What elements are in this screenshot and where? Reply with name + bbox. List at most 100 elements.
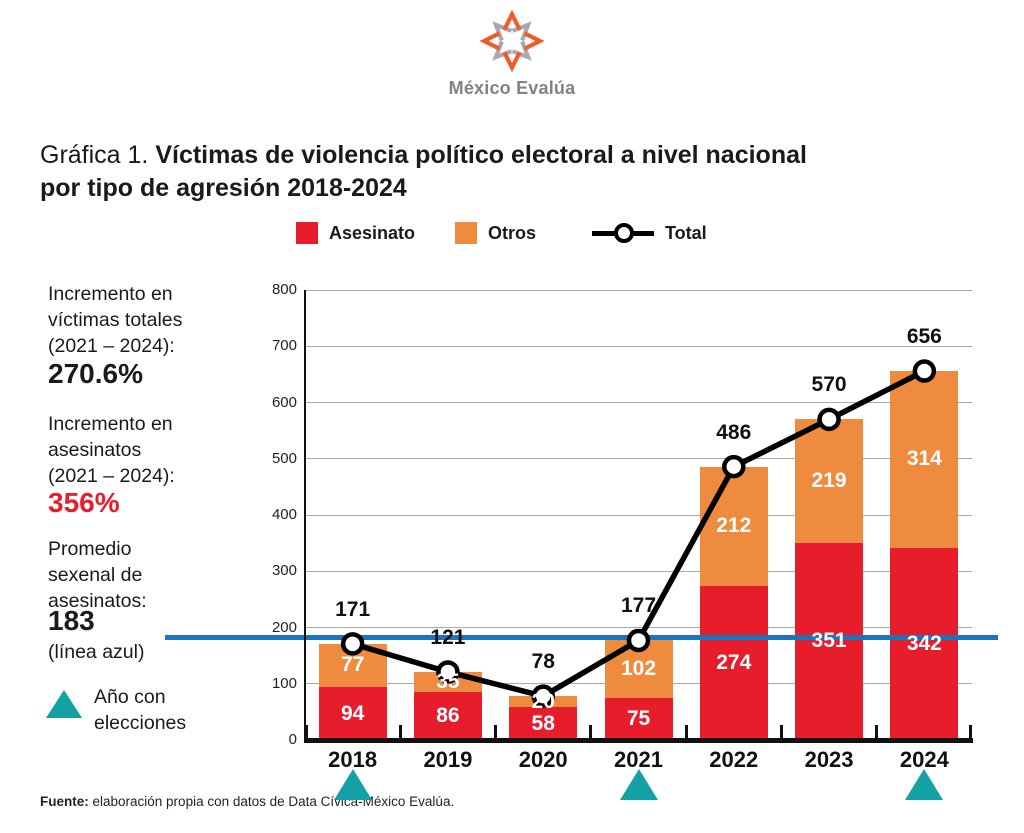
bar-label-asesinato-2022: 274 [716, 650, 752, 674]
x-axis-tick-7 [969, 725, 972, 738]
bar-label-asesinato-2021: 75 [626, 706, 651, 730]
election-year-triangle-icon-2024 [905, 769, 944, 800]
y-axis-label-300: 300 [271, 562, 297, 580]
bar-label-otros-2020: 20 [531, 689, 555, 713]
bar-segment-asesinato-2024 [890, 547, 959, 740]
total-line-marker-2019 [436, 660, 460, 684]
total-line [340, 359, 937, 708]
footer-source: Fuente: elaboración propia con datos de … [40, 794, 454, 809]
chart-title: Gráfica 1. Víctimas de violencia polític… [40, 139, 970, 204]
x-axis-label-2019: 2019 [423, 747, 473, 772]
bar-label-asesinato-2020: 58 [531, 711, 555, 735]
bar-label-asesinato-2023: 351 [811, 629, 847, 653]
x-axis-tick-5 [779, 725, 783, 738]
y-axis-label-200: 200 [271, 618, 297, 636]
total-label-2020: 78 [531, 650, 555, 674]
x-axis-label-2023: 2023 [804, 747, 854, 772]
y-axis-label-600: 600 [271, 393, 297, 411]
y-axis-line [304, 290, 306, 740]
total-label-2018: 171 [335, 597, 371, 621]
chart-title-prefix: Gráfica 1. [40, 141, 156, 169]
bar-segment-asesinato-2022 [699, 585, 768, 740]
x-axis-tick-3 [589, 725, 593, 738]
legend-line-marker-icon [592, 222, 654, 244]
total-label-2023: 570 [811, 373, 847, 397]
election-triangle-icon [46, 690, 82, 718]
x-axis-tick-1 [398, 725, 402, 738]
total-line-marker-2023 [817, 407, 841, 432]
bar-label-otros-2022: 212 [716, 514, 752, 538]
bar-segment-asesinato-2019 [413, 691, 482, 740]
legend-label-asesinato: Asesinato [329, 222, 416, 243]
gridline-500 [305, 458, 972, 460]
bar-label-asesinato-2024: 342 [906, 631, 942, 655]
gridline-400 [305, 514, 972, 516]
annotation-average-label: Promedio sexenal de asesinatos: [48, 538, 147, 612]
x-axis-label-2024: 2024 [899, 747, 949, 772]
bar-label-otros-2023: 219 [811, 468, 847, 492]
bar-segment-asesinato-2020 [509, 707, 578, 740]
chart-plot-area: 0 100 200 300 400 500 600 700 800 94 77 171 86 35 121 5… [272, 281, 973, 800]
annotation-murder-increase-label: Incremento en asesinatos (2021 – 2024): [48, 413, 175, 487]
logo-star-icon [479, 9, 545, 73]
y-axis-label-800: 800 [271, 281, 297, 298]
total-line-marker-2022 [722, 454, 746, 479]
bar-label-asesinato-2019: 86 [436, 703, 460, 727]
bar-segment-otros-2024 [890, 371, 959, 548]
annotation-total-increase-value: 270.6% [48, 358, 143, 389]
annotation-total-increase-label: Incremento en víctimas totales (2021 – 2… [48, 283, 183, 357]
gridline-300 [305, 570, 972, 572]
total-line-marker-2024 [912, 359, 937, 383]
x-axis-label-2021: 2021 [614, 747, 663, 772]
legend-swatch-otros [455, 222, 477, 244]
y-axis-label-400: 400 [271, 506, 297, 523]
annotation-election-label: Año con elecciones [94, 686, 187, 734]
bar-segment-asesinato-2018 [318, 687, 387, 740]
gridline-800 [305, 289, 972, 291]
bar-segment-asesinato-2023 [795, 542, 864, 740]
footer-source-bold: Fuente: [40, 794, 89, 809]
x-axis-tick-4 [684, 725, 688, 738]
legend-label-otros: Otros [488, 222, 537, 243]
election-year-triangle-icon-2018 [333, 769, 372, 800]
legend-item-asesinato: Asesinato [296, 221, 415, 245]
gridline-200 [305, 627, 972, 628]
election-year-triangle-icon-2021 [619, 769, 658, 800]
bar-label-asesinato-2018: 94 [340, 701, 365, 725]
legend-label-total: Total [665, 222, 707, 243]
total-label-2024: 656 [906, 325, 942, 348]
y-axis-label-0: 0 [288, 731, 297, 748]
x-axis-label-2018: 2018 [328, 747, 378, 772]
x-axis-label-2022: 2022 [709, 747, 759, 772]
total-line-marker-2020 [531, 684, 555, 708]
x-axis-tick-6 [875, 725, 879, 738]
bar-label-otros-2019: 35 [436, 669, 460, 693]
chart-title-bold-line1: Víctimas de violencia político electoral… [155, 141, 807, 169]
annotation-average-suffix: (línea azul) [48, 641, 145, 663]
annotation-murder-increase-value: 356% [48, 487, 120, 518]
footer-source-text: elaboración propia con datos de Data Cív… [88, 794, 455, 809]
bar-segment-otros-2022 [699, 466, 768, 586]
bar-segment-asesinato-2021 [604, 697, 673, 740]
x-axis-label-2020: 2020 [518, 747, 568, 772]
total-label-2022: 486 [716, 420, 752, 444]
total-line-marker-2018 [340, 632, 365, 656]
chart-title-bold-line2: por tipo de agresión 2018-2024 [40, 173, 407, 202]
annotation-average-value: 183 [48, 605, 95, 636]
x-axis-tick-0 [305, 725, 308, 738]
gridline-600 [305, 402, 972, 403]
legend-item-total: Total [592, 221, 707, 245]
total-line-marker-2021 [626, 628, 651, 653]
bar-segment-otros-2023 [795, 419, 864, 543]
average-line [165, 634, 998, 640]
x-axis-tick-2 [494, 725, 498, 738]
legend-item-otros: Otros [455, 221, 536, 245]
y-axis-label-700: 700 [271, 337, 297, 355]
brand-name: México Evalúa [448, 78, 576, 98]
bar-label-otros-2018: 77 [340, 653, 365, 677]
gridline-700 [305, 345, 972, 347]
y-axis-label-500: 500 [271, 449, 297, 467]
total-label-2019: 121 [430, 625, 466, 649]
total-label-2021: 177 [620, 594, 657, 618]
